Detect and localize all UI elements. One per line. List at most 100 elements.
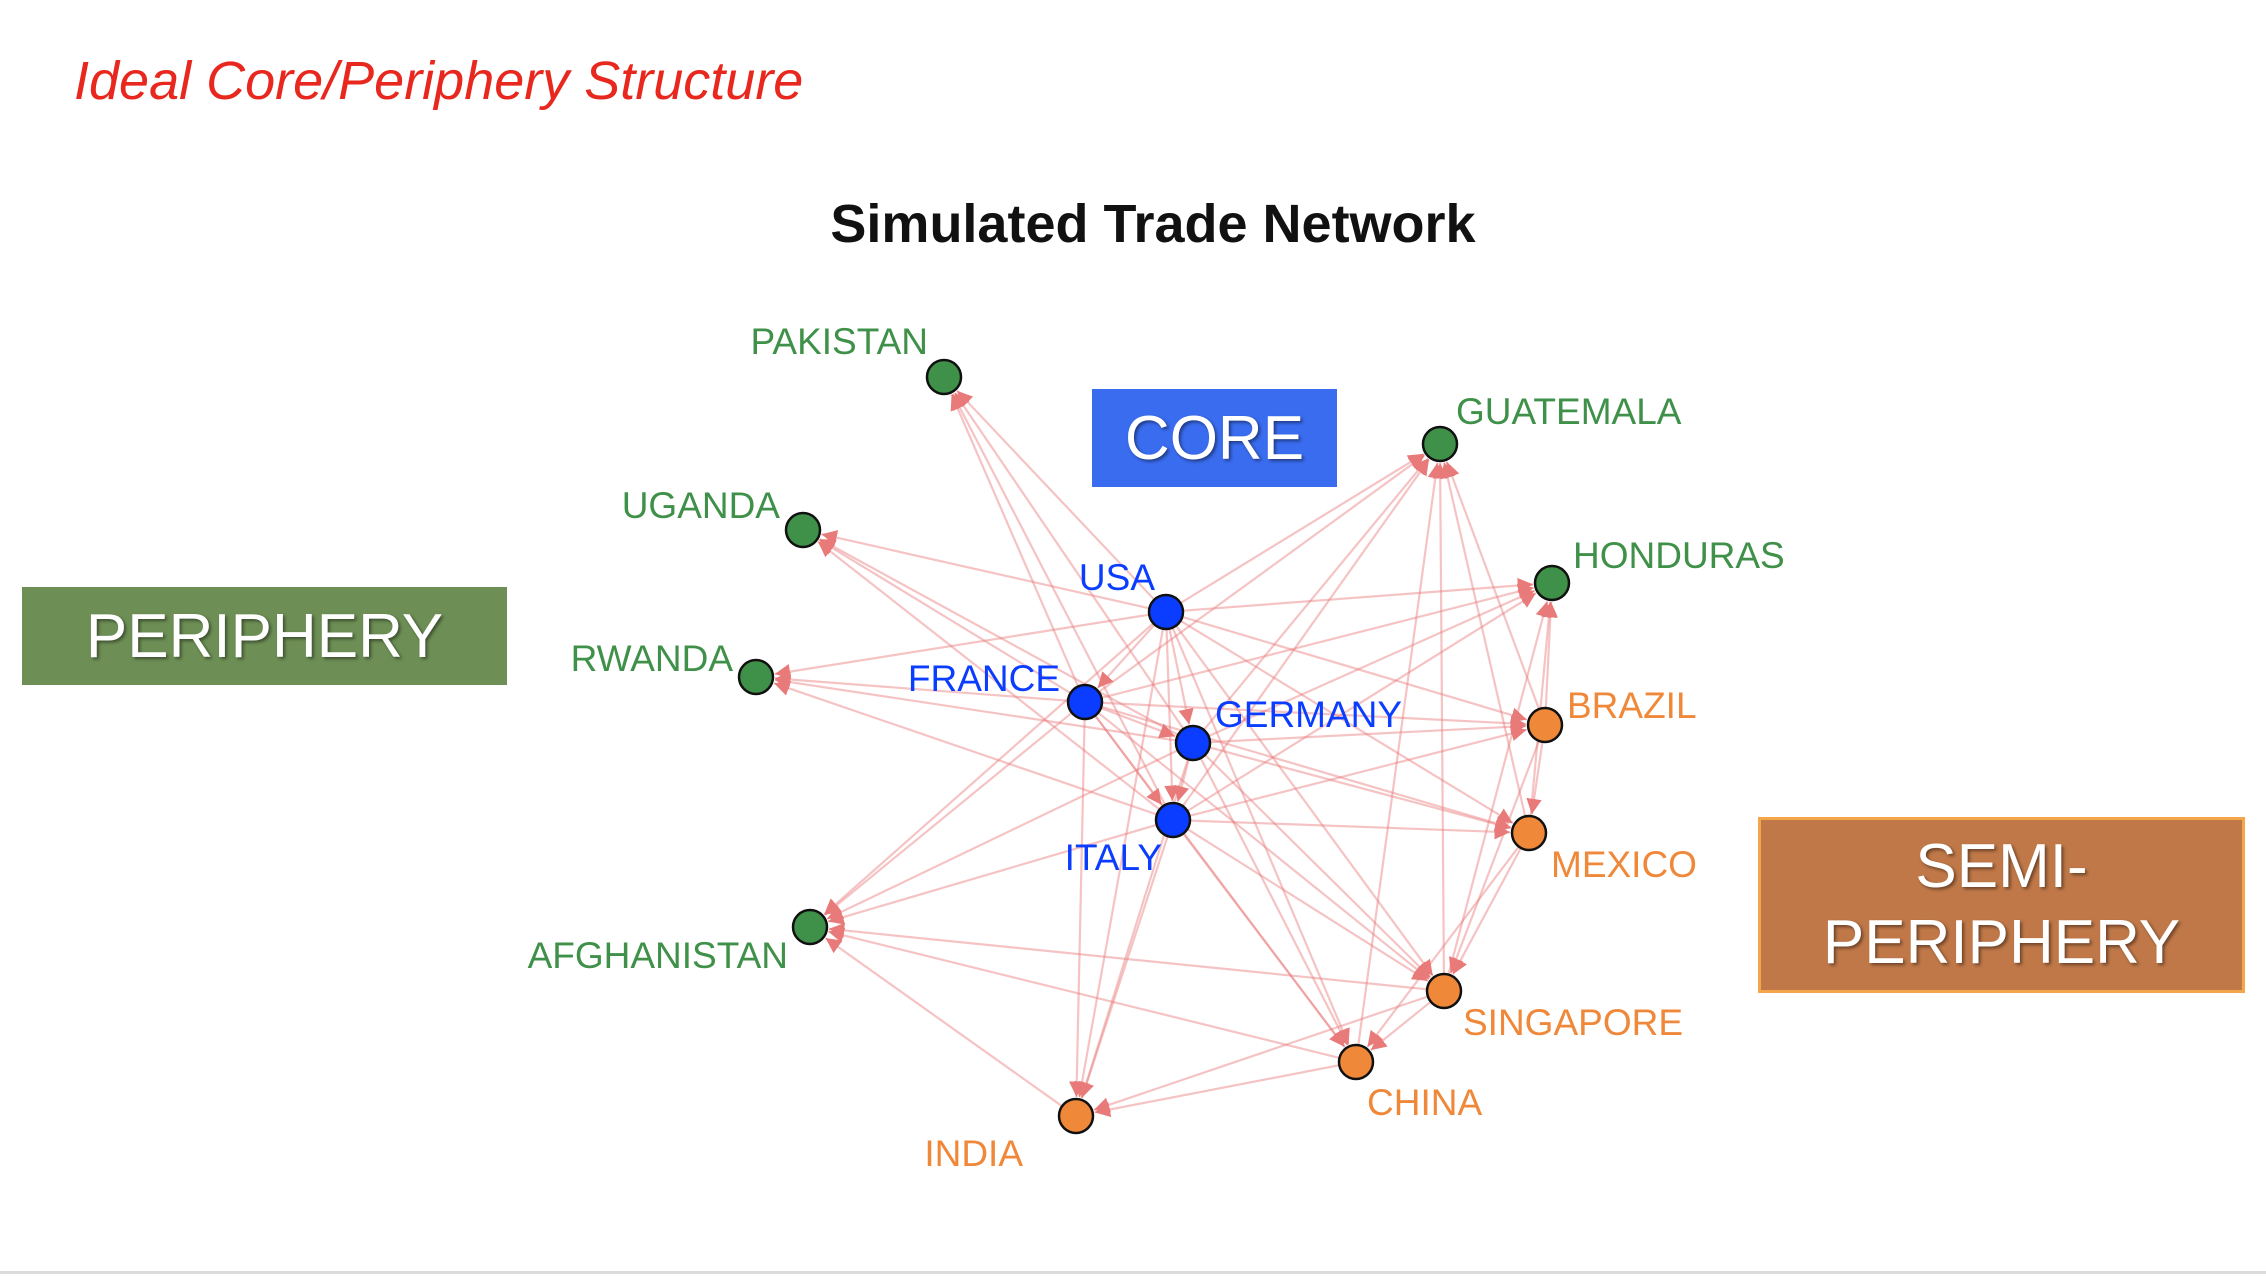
edge-brazil-mexico xyxy=(1526,741,1544,815)
edge-mexico-china xyxy=(1366,845,1520,1048)
edge-usa-guatemala xyxy=(1179,452,1425,605)
node-pakistan xyxy=(925,358,963,396)
node-singapore xyxy=(1425,972,1463,1010)
edge-germany-singapore xyxy=(1204,754,1432,979)
node-label-honduras: HONDURAS xyxy=(1573,535,1785,576)
edge-china-india xyxy=(1094,1064,1340,1118)
edge-italy-afghanistan xyxy=(827,823,1158,925)
edge-usa-singapore xyxy=(1175,625,1434,977)
diagram-title: Simulated Trade Network xyxy=(830,194,1476,254)
node-brazil xyxy=(1526,706,1564,744)
semi-periphery-group-label: SEMI- PERIPHERY xyxy=(1758,817,2245,993)
node-label-afghanistan: AFGHANISTAN xyxy=(528,935,788,976)
node-label-brazil: BRAZIL xyxy=(1567,685,1697,726)
edge-brazil-guatemala xyxy=(1444,461,1541,710)
edge-usa-rwanda xyxy=(774,613,1150,680)
edge-france-india xyxy=(1069,718,1086,1098)
periphery-group-label: PERIPHERY xyxy=(22,587,507,685)
node-label-india: INDIA xyxy=(924,1133,1023,1174)
labels-layer: PAKISTAN UGANDA RWANDA AFGHANISTAN GUATEMALA… xyxy=(528,321,1785,1174)
node-guatemala xyxy=(1421,425,1459,463)
edge-germany-china xyxy=(1199,757,1349,1046)
edge-singapore-india xyxy=(1093,995,1429,1113)
edge-usa-honduras xyxy=(1182,577,1534,612)
edge-germany-mexico xyxy=(1209,746,1511,832)
edge-singapore-china xyxy=(1370,1000,1432,1051)
node-china xyxy=(1337,1043,1375,1081)
edge-usa-uganda xyxy=(821,530,1150,610)
edge-singapore-honduras xyxy=(1447,601,1551,975)
edge-china-afghanistan xyxy=(828,927,1340,1059)
node-label-usa: USA xyxy=(1079,557,1155,598)
edge-italy-guatemala xyxy=(1181,458,1430,807)
periphery-label-text: PERIPHERY xyxy=(85,601,444,671)
core-label-text: CORE xyxy=(1124,403,1305,473)
node-label-singapore: SINGAPORE xyxy=(1463,1002,1683,1043)
edge-germany-pakistan xyxy=(953,392,1185,730)
node-india xyxy=(1057,1097,1095,1135)
edge-france-afghanistan xyxy=(824,711,1073,916)
node-label-pakistan: PAKISTAN xyxy=(750,321,928,362)
core-group-label: CORE xyxy=(1092,389,1337,487)
edge-singapore-guatemala xyxy=(1432,462,1448,975)
node-label-germany: GERMANY xyxy=(1215,694,1402,735)
node-france xyxy=(1066,683,1104,721)
edge-france-brazil xyxy=(1101,701,1527,732)
edge-italy-pakistan xyxy=(951,393,1167,806)
edge-germany-honduras xyxy=(1208,589,1536,738)
node-italy xyxy=(1154,801,1192,839)
edge-france-honduras xyxy=(1101,584,1534,699)
edge-italy-honduras xyxy=(1186,592,1537,812)
edge-usa-mexico xyxy=(1179,619,1514,825)
node-label-china: CHINA xyxy=(1367,1082,1482,1123)
nodes-layer xyxy=(737,358,1571,1135)
edge-singapore-afghanistan xyxy=(828,922,1428,991)
edge-italy-china xyxy=(1182,832,1346,1048)
edge-usa-france xyxy=(1096,623,1156,689)
node-label-guatemala: GUATEMALA xyxy=(1456,391,1682,432)
edge-germany-brazil xyxy=(1209,719,1527,744)
node-uganda xyxy=(784,511,822,549)
edge-usa-italy xyxy=(1164,628,1180,802)
edge-france-singapore xyxy=(1097,711,1430,980)
edge-france-pakistan xyxy=(950,393,1080,687)
edge-italy-uganda xyxy=(817,540,1161,811)
edge-italy-mexico xyxy=(1189,819,1511,840)
edge-india-afghanistan xyxy=(824,937,1063,1108)
semi-periphery-label-line1: SEMI- xyxy=(1915,832,2088,901)
edge-usa-india xyxy=(1074,628,1165,1098)
node-label-uganda: UGANDA xyxy=(622,485,781,526)
edge-usa-china xyxy=(1171,627,1350,1045)
node-mexico xyxy=(1510,814,1548,852)
edge-france-rwanda xyxy=(774,671,1069,702)
node-usa xyxy=(1147,593,1185,631)
edges-layer xyxy=(773,390,1559,1118)
edge-italy-singapore xyxy=(1186,828,1429,982)
edge-mexico-singapore xyxy=(1452,847,1522,975)
edge-brazil-singapore xyxy=(1448,740,1541,974)
edge-france-china xyxy=(1094,714,1346,1048)
edge-france-guatemala xyxy=(1098,454,1426,693)
bottom-divider xyxy=(0,1271,2266,1274)
edge-france-germany xyxy=(1100,706,1176,739)
edge-germany-afghanistan xyxy=(826,749,1179,920)
edge-germany-rwanda xyxy=(774,674,1177,742)
semi-periphery-label-line2: PERIPHERY xyxy=(1822,908,2181,977)
node-label-rwanda: RWANDA xyxy=(571,638,734,679)
node-label-italy: ITALY xyxy=(1065,837,1162,878)
edge-china-guatemala xyxy=(1357,462,1443,1046)
edge-germany-italy xyxy=(1174,759,1190,802)
edge-usa-pakistan xyxy=(956,390,1156,601)
edge-france-italy xyxy=(1094,714,1163,806)
node-honduras xyxy=(1533,564,1571,602)
node-rwanda xyxy=(737,658,775,696)
node-label-france: FRANCE xyxy=(908,658,1060,699)
edge-france-uganda xyxy=(818,538,1072,695)
node-germany xyxy=(1174,724,1212,762)
edge-brazil-honduras xyxy=(1542,601,1559,709)
edge-germany-uganda xyxy=(819,538,1179,736)
edge-italy-rwanda xyxy=(773,680,1158,816)
edge-italy-india xyxy=(1079,835,1169,1099)
node-afghanistan xyxy=(791,908,829,946)
